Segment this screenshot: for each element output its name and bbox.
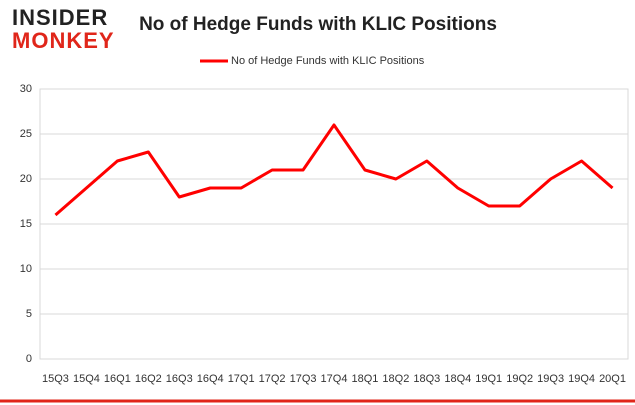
x-tick-label: 17Q1: [228, 373, 255, 385]
chart-title: No of Hedge Funds with KLIC Positions: [139, 14, 497, 35]
x-tick-label: 16Q1: [104, 373, 131, 385]
x-tick-label: 19Q2: [506, 373, 533, 385]
x-tick-label: 19Q3: [537, 373, 564, 385]
y-tick-label: 15: [20, 218, 32, 230]
y-tick-label: 25: [20, 128, 32, 140]
x-tick-label: 18Q3: [413, 373, 440, 385]
x-tick-label: 18Q2: [382, 373, 409, 385]
x-tick-label: 19Q4: [568, 373, 595, 385]
x-tick-label: 15Q4: [73, 373, 100, 385]
logo-bottom: MONKEY: [12, 28, 115, 53]
x-tick-label: 17Q2: [259, 373, 286, 385]
y-tick-label: 5: [26, 308, 32, 320]
x-tick-label: 19Q1: [475, 373, 502, 385]
y-tick-label: 10: [20, 263, 32, 275]
series-line: [54, 123, 614, 217]
x-tick-label: 18Q4: [444, 373, 471, 385]
x-tick-label: 16Q3: [166, 373, 193, 385]
y-tick-label: 20: [20, 173, 32, 185]
x-tick-label: 16Q2: [135, 373, 162, 385]
y-tick-label: 0: [26, 353, 32, 365]
x-tick-label: 15Q3: [42, 373, 69, 385]
legend-label: No of Hedge Funds with KLIC Positions: [231, 55, 425, 67]
x-tick-label: 17Q3: [290, 373, 317, 385]
x-tick-label: 16Q4: [197, 373, 224, 385]
y-tick-label: 30: [20, 83, 32, 95]
x-tick-label: 18Q1: [351, 373, 378, 385]
x-tick-label: 17Q4: [321, 373, 348, 385]
logo-top: INSIDER: [12, 5, 108, 30]
x-tick-label: 20Q1: [599, 373, 626, 385]
